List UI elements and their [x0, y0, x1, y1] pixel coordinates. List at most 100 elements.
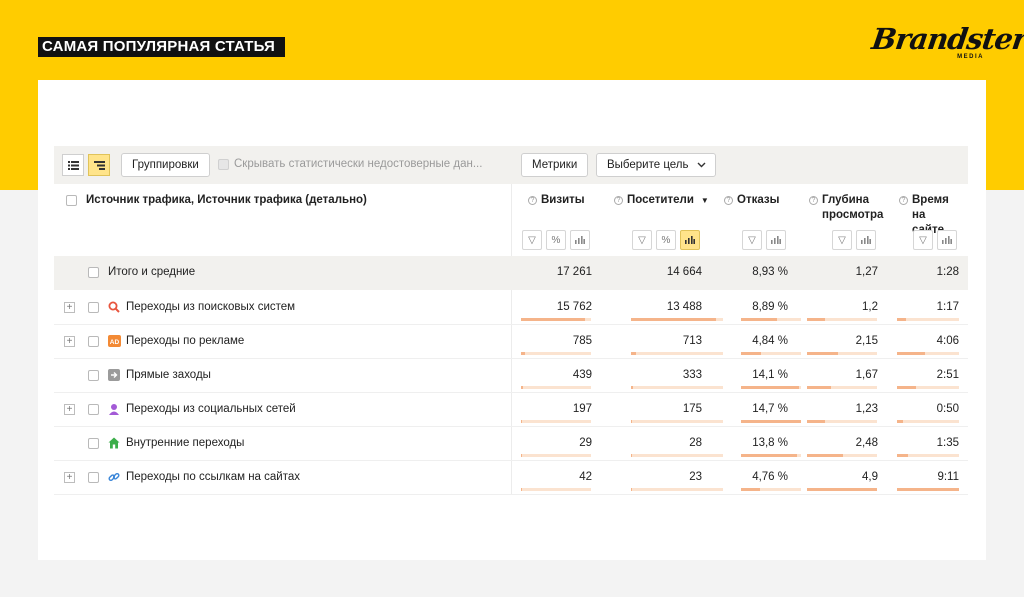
table-row[interactable]: + Переходы по ссылкам на сайтах 42 23 4,76 %…: [54, 461, 968, 495]
row-label[interactable]: Внутренние переходы: [108, 437, 244, 449]
search-icon: [108, 301, 120, 313]
help-icon[interactable]: ?: [809, 196, 818, 205]
tree-icon: [93, 160, 105, 170]
row-label[interactable]: Переходы из поисковых систем: [108, 301, 295, 313]
row-label[interactable]: Переходы из социальных сетей: [108, 403, 296, 415]
goal-select[interactable]: Выберите цель: [596, 153, 716, 177]
bar-fill-visitors: [631, 386, 633, 389]
column-header-visits[interactable]: ? Визиты: [528, 193, 585, 208]
percent-icon[interactable]: %: [546, 230, 566, 250]
bar-fill-bounces: [741, 488, 761, 491]
totals-row: Итого и средние 17 261 14 664 8,93 % 1,2…: [54, 256, 968, 290]
bar-track-bounces: [741, 420, 801, 423]
bar-track-visits: [521, 420, 591, 423]
chart-icon[interactable]: [680, 230, 700, 250]
percent-icon[interactable]: %: [656, 230, 676, 250]
cell-depth: 2,15: [855, 335, 878, 347]
bar-track-bounces: [741, 318, 801, 321]
cell-time: 4:06: [936, 335, 959, 347]
column-header-depth[interactable]: ? Глубина просмотра: [809, 193, 889, 223]
ad-icon: AD: [108, 335, 121, 347]
expand-icon[interactable]: +: [64, 302, 75, 313]
tree-view-button[interactable]: [88, 154, 110, 176]
totals-label: Итого и средние: [108, 266, 196, 278]
expand-icon[interactable]: +: [64, 472, 75, 483]
bar-track-visitors: [631, 352, 723, 355]
totals-time: 1:28: [936, 266, 959, 278]
sort-desc-icon: ▼: [700, 196, 709, 205]
cell-depth: 1,2: [862, 301, 878, 313]
table-row[interactable]: + Переходы из поисковых систем 15 762 13 48…: [54, 291, 968, 325]
chart-icon[interactable]: [570, 230, 590, 250]
column-header-label: Визиты: [541, 194, 585, 206]
bar-track-time: [897, 352, 959, 355]
bar-fill-depth: [807, 318, 825, 321]
column-header-label: Глубина просмотра: [822, 194, 884, 221]
hide-unreliable-stats-label: Скрывать статистически недостоверные дан…: [234, 158, 483, 170]
bar-track-visits: [521, 454, 591, 457]
chart-icon[interactable]: [766, 230, 786, 250]
row-label-text: Переходы по ссылкам на сайтах: [126, 471, 301, 483]
home-icon: [108, 437, 120, 449]
bar-fill-time: [897, 318, 906, 321]
select-all-checkbox[interactable]: [66, 194, 77, 206]
help-icon[interactable]: ?: [614, 196, 623, 205]
hide-unreliable-stats-checkbox[interactable]: [218, 158, 229, 170]
bar-track-time: [897, 420, 959, 423]
bar-track-visitors: [631, 318, 723, 321]
bar-track-time: [897, 488, 959, 491]
totals-depth: 1,27: [855, 266, 878, 278]
chart-icon[interactable]: [937, 230, 957, 250]
cell-bounces: 14,1 %: [752, 369, 788, 381]
row-label[interactable]: AD Переходы по рекламе: [108, 335, 244, 347]
row-checkbox[interactable]: [88, 302, 99, 313]
totals-visitors: 14 664: [666, 266, 702, 278]
bar-fill-visits: [521, 386, 524, 389]
chart-icon[interactable]: [856, 230, 876, 250]
table-row[interactable]: Прямые заходы 439 333 14,1 % 1,67 2:51: [54, 359, 968, 393]
row-checkbox[interactable]: [88, 370, 99, 381]
bar-fill-time: [897, 454, 908, 457]
expand-icon[interactable]: +: [64, 404, 75, 415]
totals-checkbox[interactable]: [88, 267, 99, 278]
row-label-text: Переходы из социальных сетей: [126, 403, 296, 415]
table-row[interactable]: Внутренние переходы 29 28 13,8 % 2,48 1:35: [54, 427, 968, 461]
metrics-button[interactable]: Метрики: [521, 153, 589, 177]
bar-track-bounces: [741, 454, 801, 457]
help-icon[interactable]: ?: [724, 196, 733, 205]
hide-unreliable-stats-option[interactable]: Скрывать статистически недостоверные дан…: [218, 158, 482, 170]
table-row[interactable]: + Переходы из социальных сетей 197 175 14,7 …: [54, 393, 968, 427]
bar-fill-bounces: [741, 420, 801, 423]
filter-icon[interactable]: ▽: [913, 230, 933, 250]
bar-track-depth: [807, 420, 877, 423]
row-checkbox[interactable]: [88, 336, 99, 347]
groupings-button[interactable]: Группировки: [121, 153, 210, 177]
help-icon[interactable]: ?: [899, 196, 908, 205]
bar-fill-time: [897, 488, 959, 491]
filter-icon[interactable]: ▽: [832, 230, 852, 250]
row-label[interactable]: Переходы по ссылкам на сайтах: [108, 471, 300, 483]
filter-icon[interactable]: ▽: [742, 230, 762, 250]
row-label[interactable]: Прямые заходы: [108, 369, 211, 381]
article-banner-title: САМАЯ ПОПУЛЯРНАЯ СТАТЬЯ: [38, 37, 285, 57]
column-header-visitors[interactable]: ? Посетители ▼: [614, 193, 709, 208]
cell-visits: 785: [572, 335, 592, 347]
help-icon[interactable]: ?: [528, 196, 537, 205]
expand-icon[interactable]: +: [64, 336, 75, 347]
filter-icon[interactable]: ▽: [522, 230, 542, 250]
bar-track-visits: [521, 488, 591, 491]
filter-icon[interactable]: ▽: [632, 230, 652, 250]
cell-time: 9:11: [937, 471, 959, 483]
cell-depth: 1,23: [855, 403, 878, 415]
row-checkbox[interactable]: [88, 404, 99, 415]
direct-icon: [108, 369, 120, 381]
table-row[interactable]: + AD Переходы по рекламе 785 713 4,84 % 2,15 4:…: [54, 325, 968, 359]
bar-track-depth: [807, 318, 877, 321]
row-checkbox[interactable]: [88, 438, 99, 449]
cell-depth: 1,67: [855, 369, 878, 381]
report-card: Группировки Скрывать статистически недос…: [38, 80, 986, 560]
list-view-button[interactable]: [62, 154, 84, 176]
row-checkbox[interactable]: [88, 472, 99, 483]
bar-fill-visitors: [631, 318, 716, 321]
column-header-bounces[interactable]: ? Отказы: [724, 193, 779, 208]
